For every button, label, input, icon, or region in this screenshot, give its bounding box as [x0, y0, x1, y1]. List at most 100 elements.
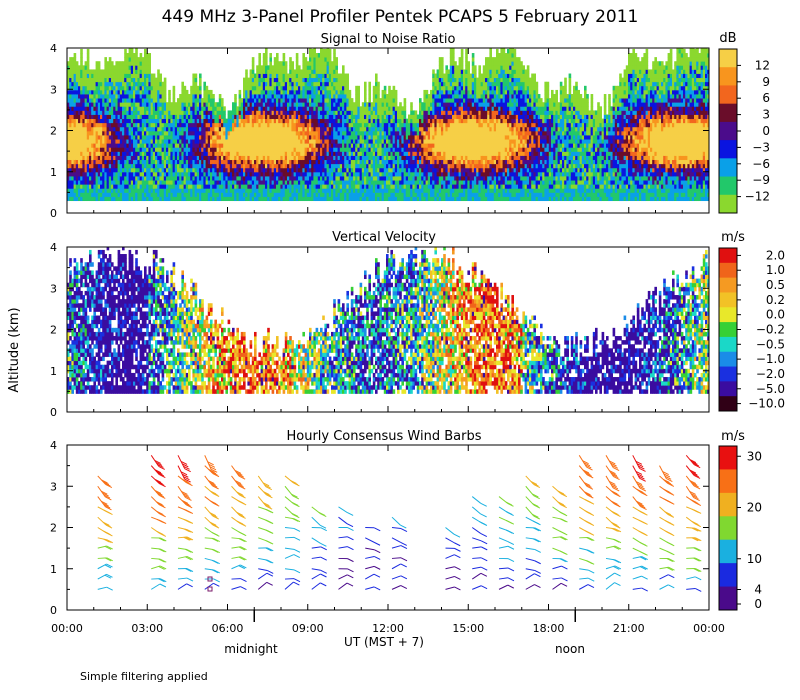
snr-cell: [106, 135, 110, 140]
snr-cell: [245, 114, 248, 120]
snr-cell: [113, 135, 116, 140]
snr-cell: [309, 135, 312, 140]
snr-cell: [119, 147, 123, 152]
snr-cell: [408, 118, 411, 124]
snr-cell: [306, 151, 310, 156]
snr-cell: [350, 139, 354, 144]
snr-cell: [245, 110, 248, 115]
snr-cell: [89, 143, 92, 148]
snr-cell: [379, 130, 382, 136]
snr-cell: [234, 155, 237, 161]
snr-cell: [163, 114, 167, 120]
snr-cell: [375, 110, 378, 115]
snr-cell: [80, 114, 83, 120]
snr-cell: [155, 192, 158, 197]
snr-cell: [388, 102, 391, 107]
snr-cell: [192, 102, 195, 107]
snr-cell: [181, 155, 184, 161]
snr-cell: [135, 143, 138, 148]
snr-cell: [320, 139, 323, 144]
snr-cell: [102, 184, 105, 189]
snr-cell: [196, 85, 200, 91]
snr-cell: [122, 184, 125, 189]
snr-cell: [144, 143, 147, 148]
snr-cell: [243, 122, 246, 128]
snr-cell: [161, 122, 165, 128]
snr-cell: [73, 196, 77, 202]
snr-cell: [251, 188, 255, 193]
snr-cell: [89, 155, 92, 161]
snr-cell: [383, 114, 387, 120]
snr-cell: [135, 188, 138, 193]
snr-cell: [335, 176, 338, 181]
snr-cell: [148, 57, 151, 62]
snr-cell: [262, 85, 266, 91]
snr-cell: [111, 167, 114, 173]
snr-cell: [392, 171, 396, 177]
snr-cell: [86, 89, 90, 95]
snr-cell: [313, 110, 316, 115]
snr-cell: [262, 102, 266, 107]
snr-cell: [390, 110, 393, 115]
snr-cell: [194, 139, 198, 144]
snr-cell: [267, 171, 270, 177]
snr-cell: [262, 176, 266, 181]
snr-cell: [346, 110, 349, 115]
snr-cell: [212, 139, 215, 144]
snr-cell: [267, 98, 270, 103]
snr-cell: [203, 167, 206, 173]
snr-cell: [111, 114, 114, 120]
snr-cell: [212, 98, 215, 103]
snr-cell: [86, 155, 90, 161]
snr-cell: [172, 184, 176, 189]
snr-cell: [346, 171, 349, 177]
snr-cell: [73, 130, 77, 136]
snr-cell: [179, 167, 182, 173]
snr-cell: [183, 89, 187, 95]
snr-cell: [115, 167, 118, 173]
snr-cell: [78, 65, 81, 70]
snr-cell: [115, 98, 118, 103]
snr-cell: [309, 110, 312, 115]
snr-cell: [370, 143, 374, 148]
snr-cell: [311, 102, 314, 107]
snr-cell: [377, 89, 380, 95]
snr-cell: [159, 126, 162, 132]
snr-cell: [267, 184, 270, 189]
snr-cell: [282, 89, 286, 95]
snr-cell: [280, 151, 283, 156]
snr-cell: [414, 139, 418, 144]
snr-cell: [177, 151, 180, 156]
snr-cell: [324, 65, 327, 70]
snr-cell: [328, 85, 332, 91]
snr-cell: [375, 147, 378, 152]
snr-cell: [271, 130, 275, 136]
snr-cell: [115, 89, 118, 95]
snr-cell: [124, 155, 127, 161]
snr-cell: [229, 114, 233, 120]
snr-cell: [84, 151, 88, 156]
snr-cell: [67, 94, 70, 99]
snr-cell: [117, 176, 121, 181]
snr-cell: [326, 143, 330, 148]
snr-cell: [130, 143, 134, 148]
snr-cell: [128, 188, 132, 193]
snr-cell: [273, 176, 277, 181]
snr-cell: [408, 159, 411, 165]
snr-cell: [366, 155, 369, 161]
snr-cell: [344, 122, 347, 128]
snr-cell: [375, 106, 378, 111]
snr-cell: [278, 73, 281, 79]
snr-cell: [317, 188, 321, 193]
snr-cell: [293, 151, 297, 156]
snr-cell: [405, 143, 409, 148]
snr-cell: [375, 122, 378, 128]
snr-cell: [117, 159, 121, 165]
snr-cell: [302, 155, 305, 161]
snr-cell: [111, 135, 114, 140]
snr-cell: [115, 176, 118, 181]
snr-cell: [397, 184, 400, 189]
snr-cell: [126, 130, 129, 136]
snr-cell: [276, 126, 279, 132]
snr-cell: [137, 176, 140, 181]
